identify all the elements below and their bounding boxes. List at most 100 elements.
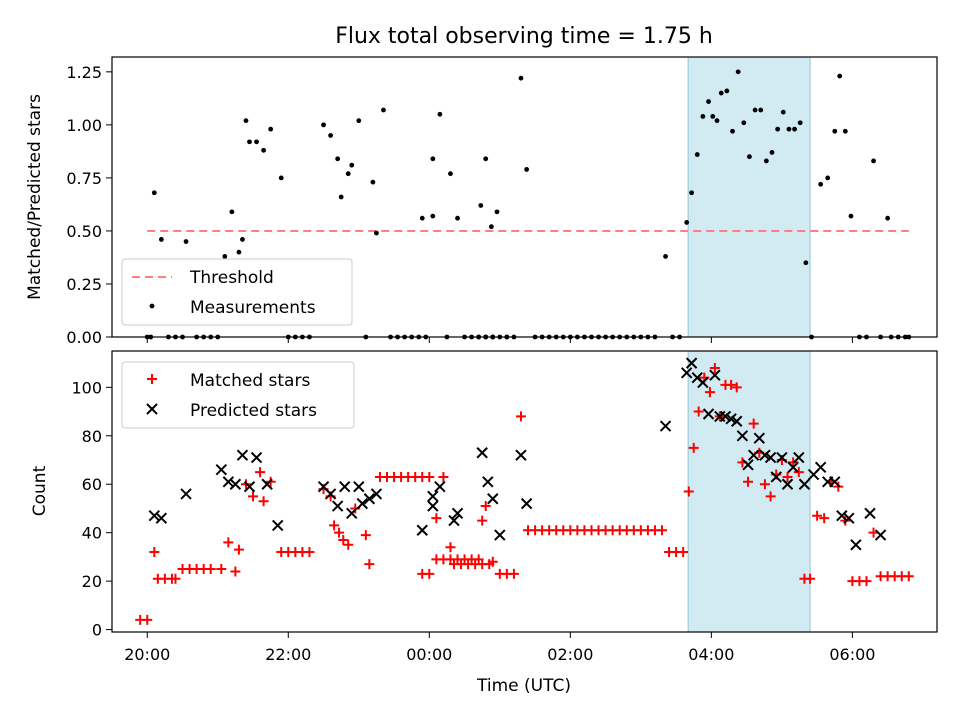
predicted-star-marker: [250, 451, 263, 464]
measurement-point: [786, 126, 792, 132]
bottom-plot-area: [135, 357, 914, 625]
measurement-point: [524, 167, 530, 172]
predicted-star-marker: [702, 408, 715, 420]
matched-star-marker: [334, 527, 345, 538]
predicted-star-marker: [427, 500, 439, 512]
matched-star-marker: [477, 515, 488, 526]
measurement-point: [335, 156, 341, 162]
matched-star-marker: [364, 559, 375, 570]
predicted-star-marker: [353, 480, 365, 493]
x-tick-label: 20:00: [124, 645, 170, 664]
x-tick-label: 04:00: [688, 645, 734, 664]
measurement-point: [837, 73, 843, 79]
matched-star-marker: [149, 547, 160, 558]
predicted-star-marker: [222, 476, 235, 488]
predicted-star-marker: [215, 463, 228, 476]
x-tick-label: 02:00: [547, 645, 593, 664]
matched-star-marker: [861, 576, 872, 587]
matched-star-marker: [678, 547, 689, 558]
legend-measurement-label: Measurements: [190, 298, 316, 318]
measurement-point: [763, 158, 769, 164]
bottom-axes-frame: [111, 350, 938, 633]
measurement-point: [345, 171, 351, 177]
matched-star-marker: [216, 564, 227, 575]
measurement-point: [321, 122, 326, 128]
y-tick-label: 1.25: [66, 63, 102, 82]
matched-star-marker: [709, 362, 720, 373]
predicted-star-marker: [798, 478, 811, 490]
predicted-star-marker: [271, 519, 284, 532]
measurement-point: [448, 171, 453, 177]
predicted-star-marker: [793, 451, 805, 464]
matched-star-marker: [759, 479, 770, 490]
matched-star-marker: [170, 573, 181, 584]
y-tick-label: 100: [71, 378, 102, 397]
y-tick-label: 20: [82, 572, 102, 591]
measurement-point: [718, 90, 724, 96]
matched-star-marker: [788, 457, 799, 468]
y-tick-label: 0: [92, 621, 102, 640]
predicted-star-marker: [229, 478, 242, 490]
matched-star-marker: [748, 418, 759, 429]
predicted-star-marker: [370, 488, 383, 500]
legend-predicted-label: Predicted stars: [190, 401, 317, 421]
matched-star-marker: [248, 491, 259, 502]
predicted-star-marker: [434, 480, 446, 493]
measurement-point: [710, 113, 716, 119]
measurement-point: [518, 75, 524, 81]
predicted-star-marker: [338, 480, 351, 493]
predicted-star-marker: [736, 430, 749, 442]
matched-star-marker: [445, 542, 456, 553]
predicted-star-marker: [331, 500, 344, 512]
y-tick-label: 40: [82, 524, 102, 543]
legend-matched-swatch: [147, 374, 157, 384]
legend-threshold-label: Threshold: [189, 268, 274, 288]
predicted-star-marker: [487, 493, 499, 505]
measurement-point: [374, 230, 379, 236]
measurement-point: [430, 156, 436, 162]
measurement-point: [478, 203, 484, 208]
measurement-point: [483, 156, 489, 162]
measurement-point: [370, 179, 376, 185]
measurement-point: [254, 139, 259, 145]
legend-box: [121, 258, 353, 326]
predicted-star-marker: [243, 480, 256, 493]
measurement-point: [700, 113, 706, 119]
measurement-point: [684, 220, 690, 225]
x-axis-label: Time (UTC): [476, 676, 571, 696]
matched-star-marker: [230, 566, 241, 577]
matched-star-marker: [726, 379, 737, 390]
matched-star-marker: [765, 491, 776, 502]
matched-star-marker: [812, 510, 823, 521]
predicted-star-marker: [494, 529, 506, 541]
measurement-point: [494, 209, 500, 215]
measurement-point: [780, 109, 786, 115]
predicted-star-marker: [416, 524, 428, 536]
measurement-point: [769, 150, 775, 155]
top-highlight-band: [687, 56, 811, 338]
predicted-star-marker: [697, 376, 709, 389]
top-y-ticks: 0.00 0.25 0.50 0.75 1.00 1.25: [66, 63, 112, 347]
matched-star-marker: [255, 467, 266, 478]
predicted-star-marker: [680, 367, 693, 379]
measurement-point: [222, 253, 228, 259]
predicted-star-marker: [874, 529, 887, 541]
measurement-point: [261, 147, 267, 153]
measurement-point: [735, 69, 741, 75]
measurement-point: [775, 126, 781, 132]
measurement-point: [151, 190, 157, 196]
measurement-point: [381, 107, 386, 113]
measurement-point: [871, 158, 876, 164]
legend-predicted-swatch: [146, 403, 158, 415]
measurement-point: [818, 181, 824, 187]
y-tick-label: 0.50: [66, 222, 102, 241]
predicted-star-marker: [155, 512, 168, 524]
measurement-point: [437, 111, 443, 117]
predicted-star-marker: [864, 507, 876, 520]
measurement-point: [338, 194, 344, 200]
predicted-star-marker: [709, 369, 721, 381]
measurement-point: [730, 128, 735, 134]
legend-box: [121, 361, 355, 429]
matched-star-marker: [424, 471, 435, 482]
